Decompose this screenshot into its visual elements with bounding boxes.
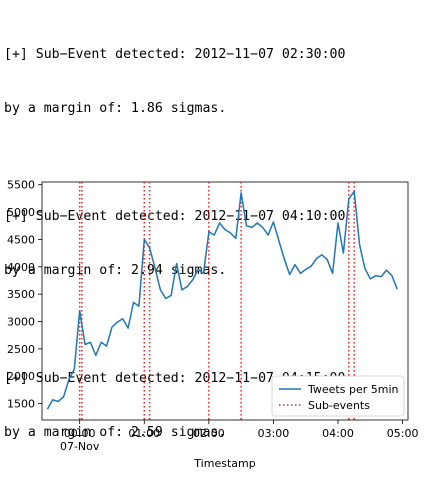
y-tick-label: 2000 — [7, 370, 35, 383]
series-line-tweets — [46, 190, 398, 410]
x-tick-label: 02:00 — [193, 427, 225, 440]
y-tick-label: 5500 — [7, 179, 35, 192]
log-margin-line: by a margin of: 1.86 sigmas. — [4, 101, 227, 116]
log-detected-line: [+] Sub−Event detected: 2012−11−07 02:30… — [4, 47, 346, 62]
x-tick-label: 05:00 — [387, 427, 419, 440]
console-output: [+] Sub−Event detected: 2012−11−07 02:30… — [4, 10, 345, 460]
x-tick-label: 00:00 — [64, 427, 96, 440]
x-axis-label: Timestamp — [193, 457, 255, 470]
y-tick-label: 5000 — [7, 206, 35, 219]
line-chart: 1500 2000 2500 3000 3500 4000 4500 5000 5500 00:0… — [7, 179, 419, 470]
x-tick-label: 04:00 — [322, 427, 354, 440]
x-tick-label: 03:00 — [258, 427, 290, 440]
y-tick-label: 2500 — [7, 343, 35, 356]
log-detected-line: [+] Sub−Event detected: 2012−11−07 04:10… — [4, 209, 346, 224]
y-tick-label: 4000 — [7, 261, 35, 274]
y-tick-label: 4500 — [7, 233, 35, 246]
legend-label-tweets: Tweets per 5min — [307, 383, 399, 396]
legend-box — [271, 375, 405, 417]
legend-label-subevents: Sub-events — [308, 399, 370, 412]
legend: Tweets per 5min Sub-events — [271, 375, 405, 417]
log-margin-line: by a margin of: 2.59 sigmas. — [4, 425, 227, 440]
y-tick-label: 3000 — [7, 316, 35, 329]
y-tick-label: 1500 — [7, 398, 35, 411]
plot-frame — [41, 181, 409, 421]
x-tick-sublabel: 07-Nov — [60, 440, 100, 453]
y-tick-label: 3500 — [7, 288, 35, 301]
x-tick-label: 01:00 — [128, 427, 160, 440]
